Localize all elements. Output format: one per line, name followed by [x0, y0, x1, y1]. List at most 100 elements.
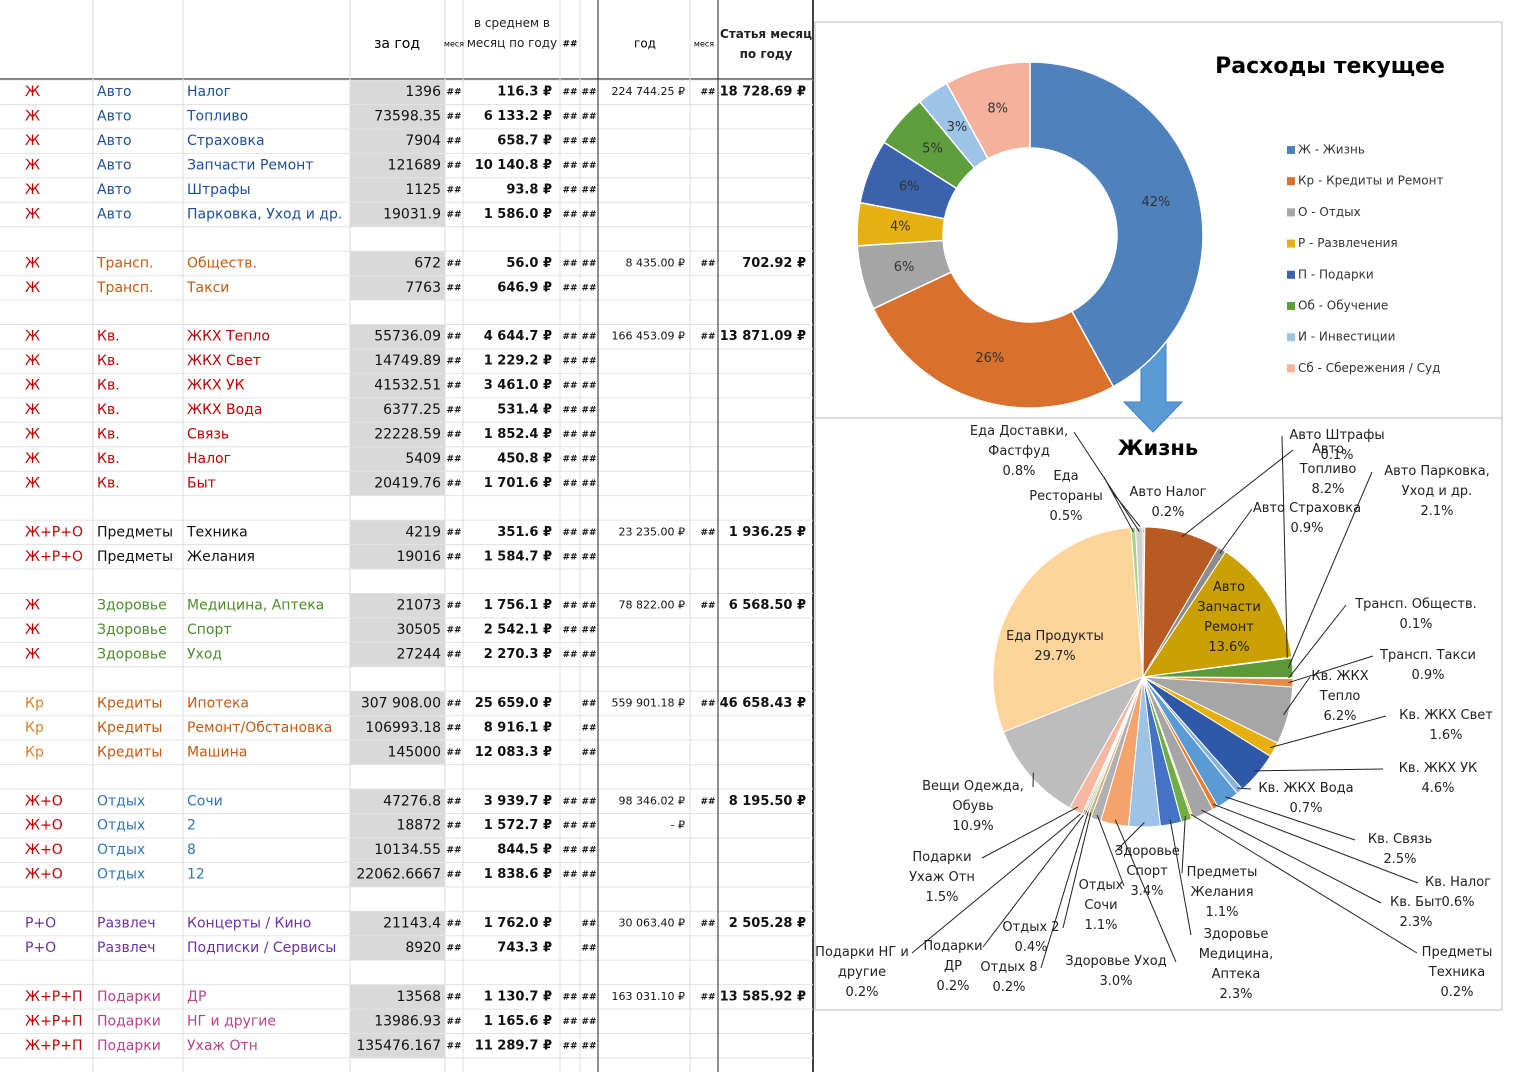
label-value: 1.1%: [1084, 918, 1118, 933]
label-value: 13.6%: [1208, 640, 1250, 655]
cell: 20419.76: [374, 475, 441, 491]
leader-line: [1201, 809, 1382, 904]
leader-line: [1181, 816, 1186, 874]
cell: Кредиты: [97, 695, 162, 711]
cell: ##: [581, 1017, 596, 1027]
cell: 93.8 ₽: [506, 183, 552, 198]
data-label: Еда Продукты 29.7%: [1000, 627, 1110, 667]
cell: ##: [562, 381, 577, 391]
data-label: Авто Парковка, Уход и др. 2.1%: [1372, 462, 1502, 522]
label-category: Кв. ЖКХ УК: [1398, 761, 1478, 776]
cell: Ж: [25, 182, 40, 198]
cell: Техника: [186, 524, 248, 540]
cell: 23 235.00 ₽: [619, 525, 685, 538]
cell: 12: [187, 867, 205, 883]
label-category: Авто Запчасти Ремонт: [1197, 580, 1261, 635]
pie-slice: [1002, 676, 1145, 809]
leader-line: [1254, 768, 1384, 772]
cell: ##: [562, 1017, 577, 1027]
cell: ##: [562, 821, 577, 831]
header-cell: в среднем в месяц по году: [465, 13, 559, 53]
leader-line: [1270, 715, 1387, 749]
legend-swatch: [1287, 302, 1295, 310]
cell: ##: [581, 430, 596, 440]
cell: 5409: [405, 451, 441, 467]
data-label: Авто Страховка 0.9%: [1252, 499, 1362, 539]
cell: ##: [562, 552, 577, 562]
label-value: 2.3%: [1399, 915, 1433, 930]
cell: Ипотека: [187, 695, 249, 711]
year-cell-fill: [350, 446, 445, 472]
cell: 844.5 ₽: [497, 843, 552, 858]
cell: 47276.8: [383, 793, 441, 809]
grid: [0, 0, 813, 1072]
cell: Ж: [25, 206, 40, 222]
cell: ##: [581, 332, 596, 342]
cell: ##: [700, 919, 715, 929]
label-value: 0.5%: [1049, 509, 1083, 524]
label-value: 8.2%: [1311, 482, 1345, 497]
year-cell-fill: [350, 862, 445, 887]
cell: ##: [446, 332, 461, 342]
cell: ##: [581, 552, 596, 562]
data-label: Предметы Желания 1.1%: [1182, 863, 1262, 923]
cell: ЖКХ УК: [187, 378, 245, 394]
header-cell: Статья месяц по году: [719, 24, 813, 64]
header-text: в среднем в месяц по году: [466, 16, 558, 50]
leader-line: [1237, 787, 1252, 790]
header-cell: меся: [444, 40, 464, 49]
cell: 13986.93: [374, 1013, 441, 1029]
cell: Здоровье: [97, 647, 167, 663]
data-label: Кв. ЖКХ УК 4.6%: [1383, 759, 1493, 799]
label-category: Авто Парковка, Уход и др.: [1384, 464, 1490, 499]
cell: 7763: [405, 280, 441, 296]
cell: Ж: [25, 647, 40, 663]
leader-line: [1169, 819, 1192, 936]
leader-line: [1181, 449, 1294, 538]
cell: Авто: [97, 158, 132, 174]
data-label: 6%: [894, 260, 915, 275]
cell: 1 756.1 ₽: [484, 598, 552, 613]
cell: Кв.: [97, 475, 120, 491]
cell: 21073: [396, 598, 441, 614]
label-value: 1.1%: [1205, 905, 1239, 920]
cell: 658.7 ₽: [497, 134, 552, 149]
cell: Кр: [25, 744, 44, 760]
year-cell-fill: [350, 691, 445, 716]
cell: ##: [562, 601, 577, 611]
label-category: Авто Штрафы: [1289, 428, 1385, 443]
cell: ##: [700, 992, 715, 1002]
cell: ##: [446, 650, 461, 660]
cell: 106993.18: [365, 720, 441, 736]
cell: ЖКХ Тепло: [187, 329, 270, 345]
cell: 30 063.40 ₽: [619, 917, 685, 930]
label-category: Подарки НГ и другие: [815, 945, 909, 980]
legend-label: Сб - Сбережения / Суд: [1298, 361, 1440, 375]
cell: Ж+Р+П: [25, 1013, 83, 1029]
label-value: 0.2%: [1151, 505, 1185, 520]
cell: Запчасти Ремонт: [187, 158, 313, 174]
label-category: Отдых 2: [1002, 920, 1060, 935]
cell: 8 916.1 ₽: [484, 720, 552, 735]
cell: Ж: [25, 84, 40, 100]
label-value: 3.0%: [1099, 974, 1133, 989]
cell: Ж: [25, 329, 40, 345]
cell: 559 901.18 ₽: [612, 696, 685, 709]
cell: Спорт: [187, 622, 232, 638]
label-category: Кв. Налог: [1425, 875, 1491, 890]
cell: ##: [581, 479, 596, 489]
cell: - ₽: [671, 819, 685, 832]
cell: 19016: [396, 549, 441, 565]
leader-line: [1225, 796, 1356, 841]
leader-line: [911, 809, 1086, 954]
header-cell: ##: [562, 40, 577, 50]
year-cell-fill: [350, 935, 445, 961]
year-cell-fill: [350, 1033, 445, 1058]
data-label: 6%: [899, 180, 920, 195]
data-label: Отдых 8 0.2%: [977, 958, 1041, 998]
leader-line: [1073, 431, 1140, 532]
cell: 55736.09: [374, 329, 441, 345]
label-value: 0.9%: [1411, 668, 1445, 683]
cell: Ж+О: [25, 818, 63, 834]
